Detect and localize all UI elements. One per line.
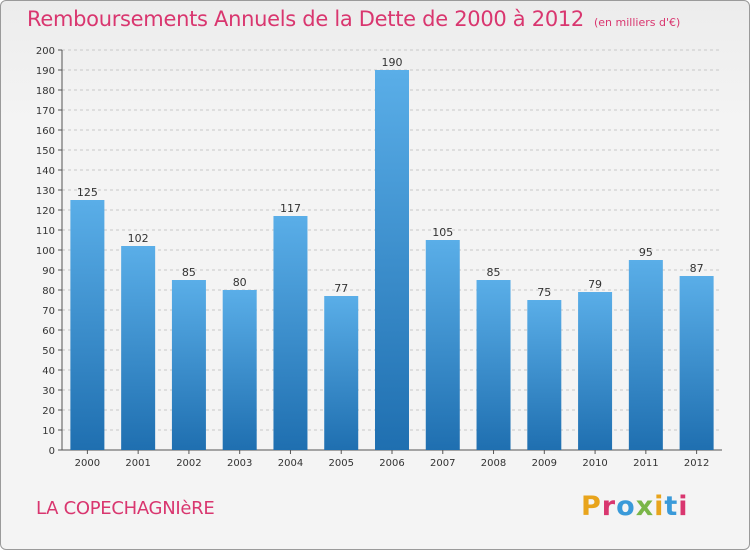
y-tick-label: 200	[36, 46, 55, 57]
x-tick-label: 2005	[329, 458, 354, 469]
bar-2008	[476, 280, 511, 450]
logo-letter: i	[678, 491, 689, 522]
y-tick-label: 10	[42, 426, 55, 437]
data-label-2005: 77	[334, 282, 348, 295]
data-label-2003: 80	[233, 276, 247, 289]
y-tick-label: 150	[36, 146, 55, 157]
x-tick-label: 2008	[481, 458, 506, 469]
bar-2001	[121, 246, 156, 450]
logo-letter: P	[581, 491, 602, 522]
y-tick-label: 180	[36, 86, 55, 97]
bar-2004	[273, 216, 308, 450]
bar-2003	[222, 290, 257, 450]
x-tick-label: 2010	[582, 458, 607, 469]
bar-2011	[628, 260, 663, 450]
y-tick-label: 50	[42, 346, 55, 357]
logo-letter: t	[664, 491, 679, 522]
bar-2005	[324, 296, 359, 450]
chart-title-text: Remboursements Annuels de la Dette de 20…	[27, 7, 584, 31]
chart-title: Remboursements Annuels de la Dette de 20…	[27, 7, 680, 31]
data-label-2007: 105	[432, 226, 453, 239]
data-label-2008: 85	[487, 266, 501, 279]
bar-2009	[527, 300, 562, 450]
labels: 0 10 20 30 40 50 60 70 80 90 100 110 120 130 140 150 160…	[36, 46, 709, 469]
data-label-2002: 85	[182, 266, 196, 279]
data-label-2000: 125	[77, 186, 98, 199]
x-tick-label: 2007	[430, 458, 455, 469]
logo-letter: x	[635, 491, 655, 522]
bar-2002	[171, 280, 206, 450]
bar-2012	[679, 276, 714, 450]
x-tick-label: 2001	[125, 458, 150, 469]
y-tick-label: 70	[42, 306, 55, 317]
x-tick-label: 2006	[379, 458, 404, 469]
y-tick-label: 170	[36, 106, 55, 117]
logo-letter: i	[654, 491, 665, 522]
y-tick-label: 80	[42, 286, 55, 297]
logo-letter: r	[601, 491, 617, 522]
commune-name: LA COPECHAGNIèRE	[36, 498, 215, 519]
x-tick-label: 2009	[532, 458, 557, 469]
y-tick-label: 0	[49, 446, 55, 457]
y-tick-label: 30	[42, 386, 55, 397]
y-tick-label: 160	[36, 126, 55, 137]
bar-2007	[425, 240, 460, 450]
y-tick-label: 190	[36, 66, 55, 77]
y-tick-label: 60	[42, 326, 55, 337]
bar-2000	[70, 200, 105, 450]
x-tick-label: 2000	[75, 458, 100, 469]
data-label-2009: 75	[537, 286, 551, 299]
x-tick-label: 2004	[278, 458, 303, 469]
y-tick-label: 110	[36, 226, 55, 237]
data-label-2004: 117	[280, 202, 301, 215]
y-tick-label: 90	[42, 266, 55, 277]
data-label-2011: 95	[639, 246, 653, 259]
logo-letter: o	[616, 491, 636, 522]
data-label-2010: 79	[588, 278, 602, 291]
bar-2010	[578, 292, 613, 450]
data-label-2001: 102	[128, 232, 149, 245]
y-tick-label: 130	[36, 186, 55, 197]
y-tick-label: 140	[36, 166, 55, 177]
proxiti-logo: Proxiti	[581, 491, 689, 522]
y-tick-label: 20	[42, 406, 55, 417]
bars	[70, 70, 714, 450]
chart-unit: (en milliers d'€)	[594, 16, 681, 29]
data-label-2012: 87	[690, 262, 704, 275]
x-tick-label: 2003	[227, 458, 252, 469]
x-tick-label: 2011	[633, 458, 658, 469]
bar-2006	[375, 70, 409, 450]
x-tick-label: 2002	[176, 458, 201, 469]
y-tick-label: 100	[36, 246, 55, 257]
y-tick-label: 40	[42, 366, 55, 377]
data-label-2006: 190	[382, 56, 403, 69]
x-tick-label: 2012	[684, 458, 709, 469]
y-tick-label: 120	[36, 206, 55, 217]
